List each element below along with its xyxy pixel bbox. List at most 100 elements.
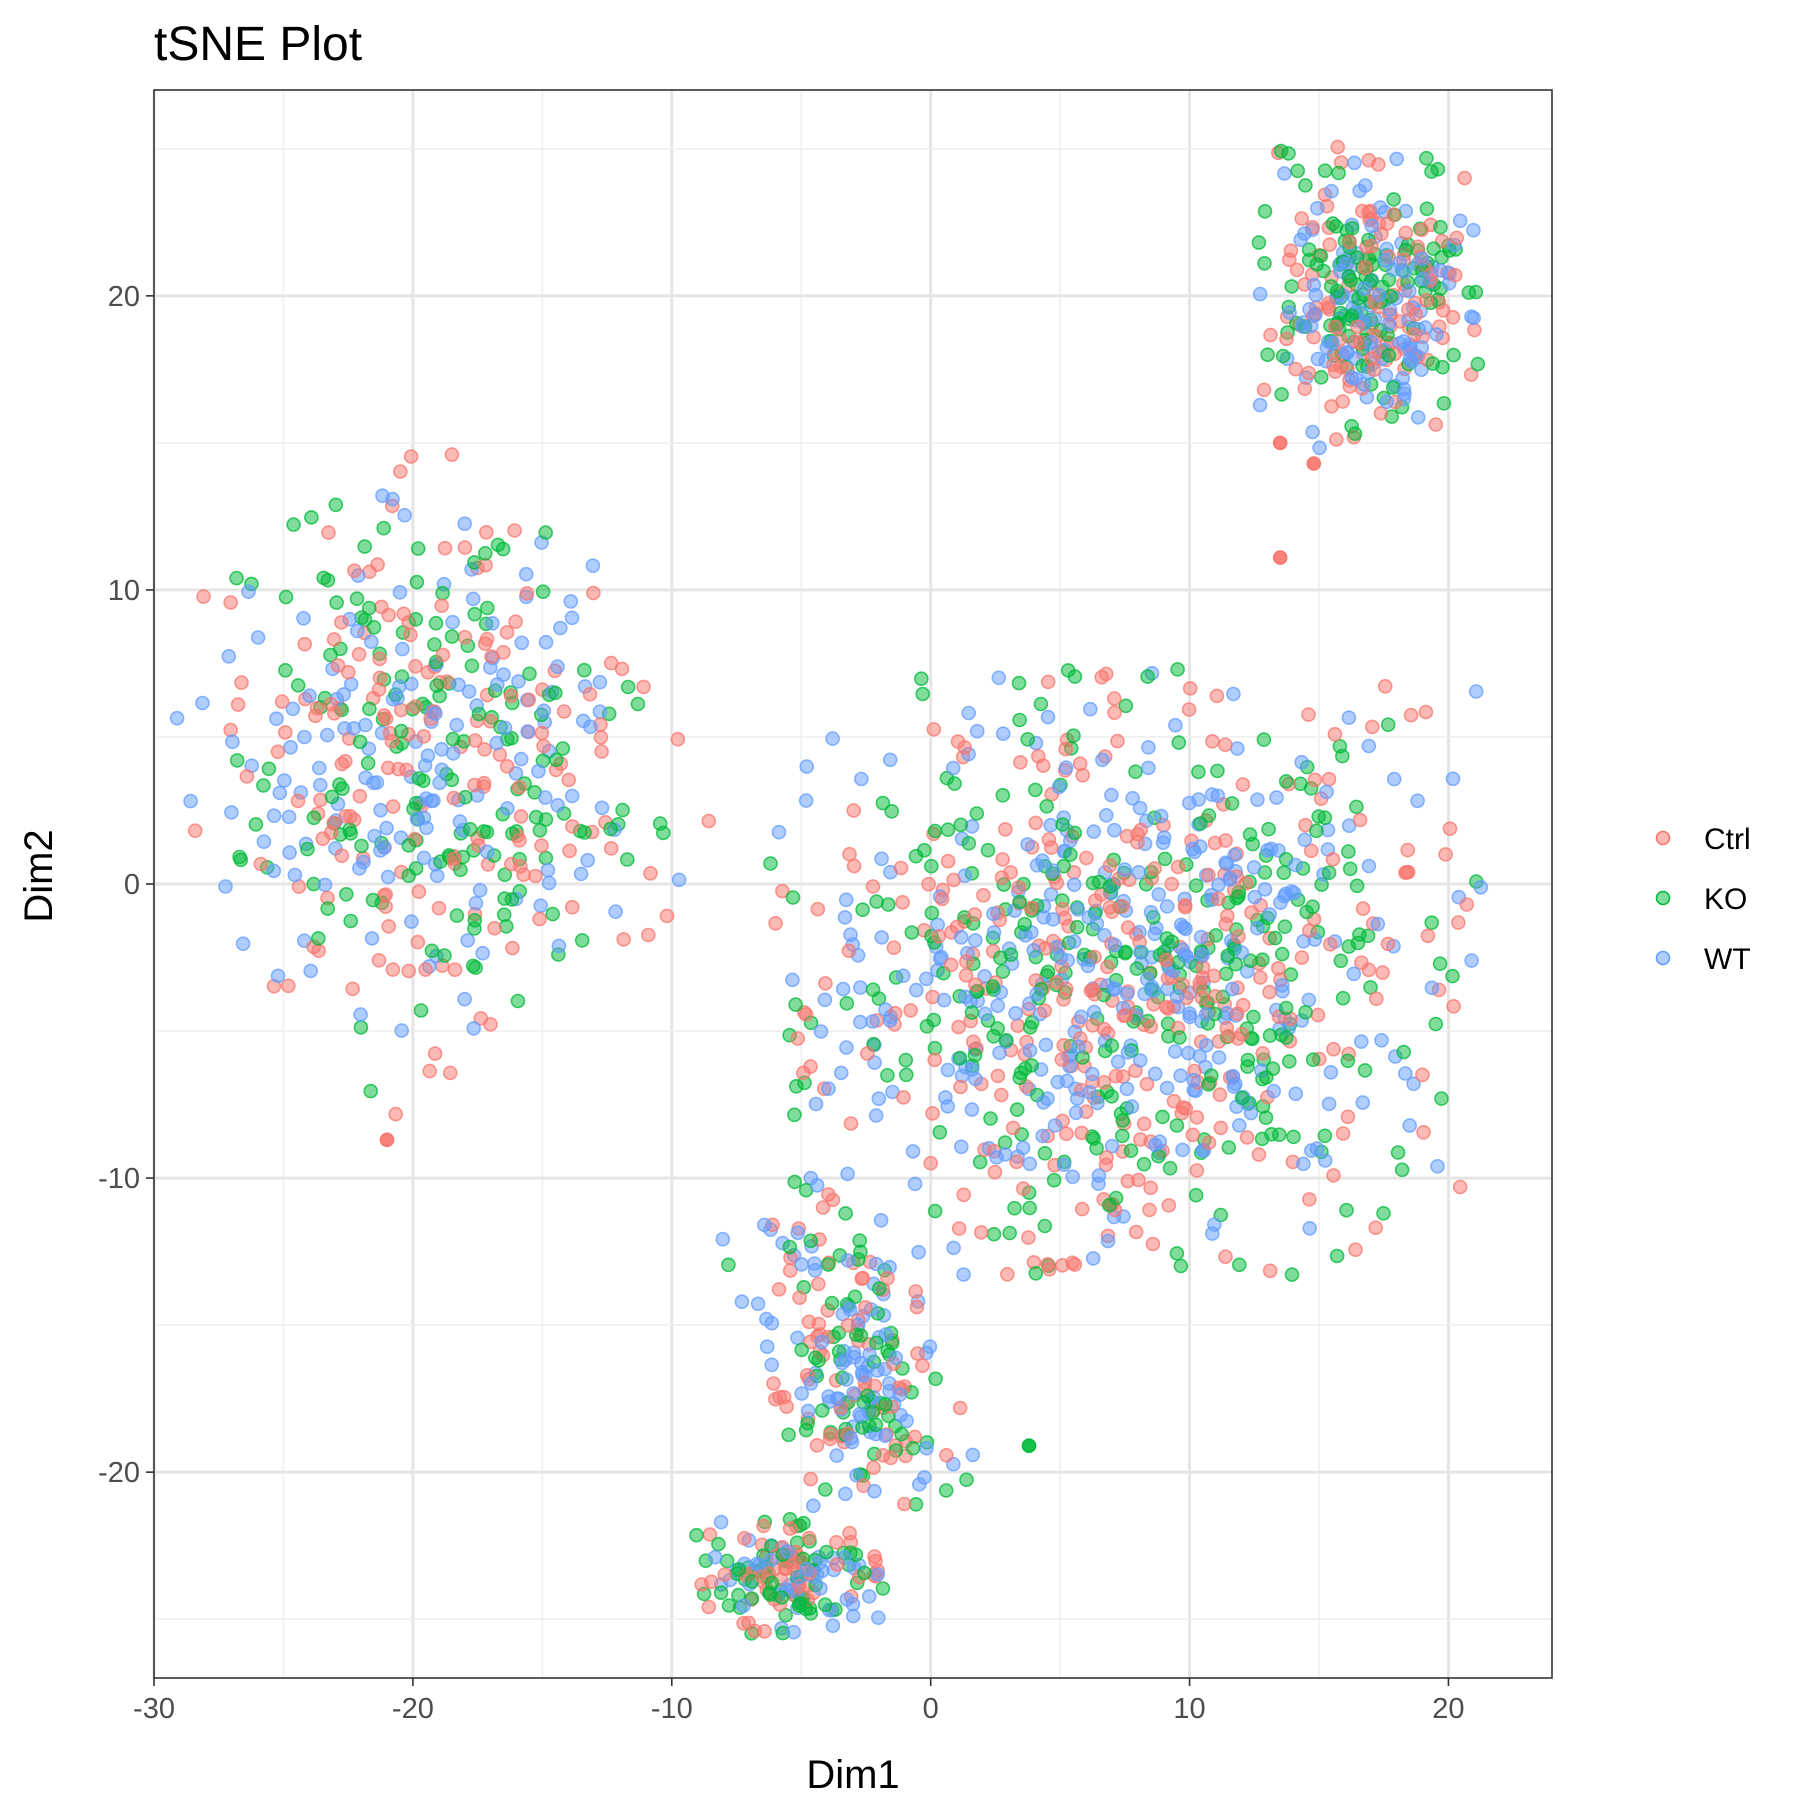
point-ko: [1117, 945, 1133, 961]
point-wt: [843, 1430, 859, 1446]
point-ctrl: [1457, 170, 1472, 186]
point-ko: [1009, 1102, 1025, 1117]
point-wt: [1222, 872, 1238, 887]
point-wt: [1058, 760, 1074, 776]
point-wt: [1361, 858, 1377, 874]
point-ctrl: [323, 825, 339, 840]
point-wt: [367, 828, 382, 844]
point-ko: [479, 824, 495, 840]
point-wt: [1341, 710, 1357, 726]
point-wt: [1110, 1054, 1126, 1070]
point-ko: [1024, 1058, 1039, 1073]
point-ctrl: [957, 740, 973, 755]
point-ko: [1140, 669, 1155, 684]
point-ko: [1331, 165, 1346, 181]
point-ko: [286, 517, 301, 532]
point-ko: [1340, 1053, 1356, 1069]
point-ctrl: [993, 1087, 1009, 1103]
point-wt: [1392, 255, 1408, 271]
point-ctrl: [603, 841, 619, 856]
point-ctrl: [505, 940, 520, 956]
point-ctrl: [896, 1090, 911, 1105]
point-ko: [620, 679, 636, 695]
point-ctrl: [1133, 822, 1149, 838]
point-ctrl: [593, 730, 609, 745]
point-wt: [1473, 879, 1489, 895]
point-ko: [424, 943, 440, 959]
point-wt: [846, 1386, 861, 1401]
point-ctrl: [1282, 252, 1297, 268]
point-ctrl: [223, 722, 238, 738]
point-ko: [838, 1206, 853, 1221]
y-axis-label: Dim2: [17, 829, 61, 922]
point-wt: [1159, 1080, 1175, 1096]
point-ctrl: [1235, 777, 1251, 792]
point-ctrl: [277, 725, 293, 740]
point-ctrl: [818, 976, 833, 991]
point-ctrl: [1398, 225, 1414, 241]
point-wt: [1159, 899, 1175, 914]
point-wt: [1262, 907, 1277, 922]
point-wt: [1139, 972, 1155, 987]
point-ctrl: [1445, 309, 1461, 325]
point-ctrl: [968, 977, 983, 993]
point-ctrl: [503, 688, 519, 704]
point-ko: [320, 901, 336, 916]
point-wt: [1178, 921, 1193, 937]
point-ctrl: [1065, 1255, 1080, 1271]
point-wt: [1181, 1045, 1196, 1061]
point-ko: [343, 913, 359, 929]
point-wt: [1071, 1039, 1086, 1054]
point-ctrl: [921, 876, 936, 892]
point-ko: [932, 1125, 948, 1140]
point-wt: [1107, 937, 1123, 953]
point-ctrl: [1371, 157, 1386, 172]
point-wt: [592, 704, 608, 720]
point-ko: [357, 539, 373, 554]
point-ko: [869, 1335, 884, 1351]
point-ctrl: [903, 1003, 918, 1018]
point-ko: [1309, 823, 1324, 839]
point-wt: [461, 684, 477, 699]
point-ctrl: [886, 940, 902, 956]
point-wt: [282, 845, 297, 860]
point-wt: [1156, 830, 1172, 845]
point-wt: [790, 1330, 805, 1346]
point-ko: [490, 537, 506, 553]
point-ctrl: [345, 981, 360, 997]
point-ctrl: [532, 911, 547, 927]
point-ko: [444, 629, 460, 644]
point-ctrl: [340, 664, 356, 680]
point-wt: [1066, 877, 1082, 893]
point-ctrl: [896, 1496, 912, 1512]
point-ctrl: [1467, 322, 1482, 338]
point-ko: [1290, 163, 1305, 179]
point-ctrl: [1354, 955, 1369, 971]
point-ko: [986, 1029, 1002, 1044]
point-ctrl: [1399, 864, 1414, 880]
point-wt: [870, 1610, 886, 1625]
point-ko: [1282, 1054, 1297, 1069]
point-ctrl: [534, 725, 550, 741]
point-ko: [1169, 1246, 1185, 1261]
point-ko: [1069, 919, 1085, 935]
point-wt: [594, 800, 610, 816]
point-ko: [787, 1174, 803, 1190]
point-ctrl: [927, 1052, 943, 1068]
point-ko: [1118, 698, 1134, 714]
point-wt: [1234, 945, 1250, 960]
point-wt: [967, 933, 983, 948]
point-wt: [235, 936, 251, 952]
point-ko: [1428, 1016, 1444, 1032]
point-ctrl: [736, 1616, 751, 1631]
point-wt: [451, 677, 466, 693]
point-ctrl: [1044, 840, 1059, 855]
point-ctrl: [1271, 960, 1286, 976]
point-ctrl: [958, 954, 974, 969]
point-ctrl: [1142, 1202, 1157, 1218]
point-ko: [1251, 235, 1267, 250]
point-ctrl: [223, 595, 238, 610]
point-wt: [874, 930, 890, 945]
point-ctrl: [766, 1376, 781, 1391]
point-ctrl: [351, 646, 367, 662]
